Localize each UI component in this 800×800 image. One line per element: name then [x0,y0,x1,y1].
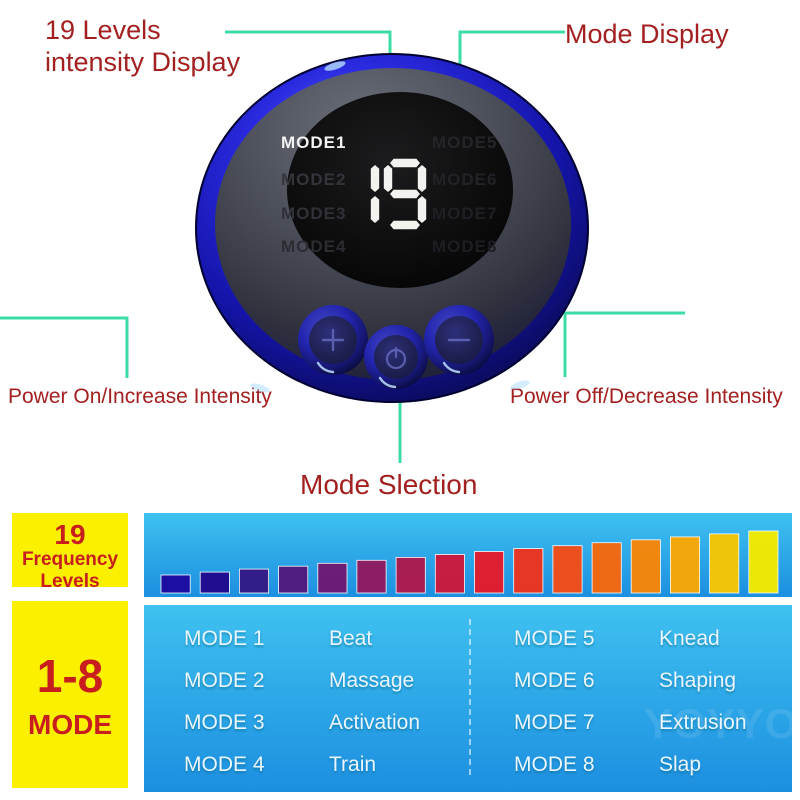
svg-text:MODE4: MODE4 [281,237,346,256]
svg-text:MODE8: MODE8 [432,237,497,256]
svg-text:MODE3: MODE3 [281,204,346,223]
svg-text:MODE5: MODE5 [432,133,497,152]
svg-text:MODE6: MODE6 [432,170,497,189]
svg-text:MODE2: MODE2 [281,170,346,189]
svg-text:MODE1: MODE1 [281,133,346,152]
svg-text:MODE7: MODE7 [432,204,497,223]
